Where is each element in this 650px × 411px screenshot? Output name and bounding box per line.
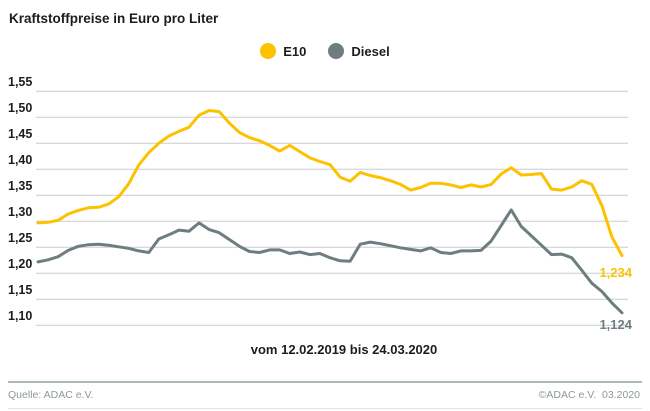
e10-color-dot-icon (260, 43, 277, 59)
legend-label-e10: E10 (283, 43, 307, 59)
y-tick-label: 1,50 (8, 101, 33, 116)
copyright-text: ©ADAC e.V. 03.2020 (538, 389, 640, 401)
y-tick-label: 1,30 (8, 205, 33, 220)
x-axis-label: vom 12.02.2019 bis 24.03.2020 (250, 342, 438, 357)
y-tick-label: 1,20 (8, 257, 33, 272)
e10-line (36, 109, 624, 258)
bottom-border (8, 408, 642, 409)
source-text: Quelle: ADAC e.V. (8, 389, 94, 401)
footer-divider (8, 381, 642, 383)
y-tick-label: 1,40 (8, 153, 33, 168)
page-title: Kraftstoffpreise in Euro pro Liter (9, 11, 219, 26)
y-tick-label: 1,45 (8, 127, 33, 142)
legend-label-diesel: Diesel (351, 43, 390, 59)
legend-item-diesel: Diesel (328, 43, 390, 59)
y-tick-label: 1,25 (8, 231, 33, 246)
y-tick-label: 1,10 (8, 309, 33, 324)
diesel-line (36, 208, 624, 315)
diesel-end-value-label: 1,124 (599, 317, 632, 332)
e10-end-value-label: 1,234 (599, 265, 632, 280)
y-tick-label: 1,55 (8, 75, 33, 90)
y-tick-label: 1,35 (8, 179, 33, 194)
legend-item-e10: E10 (260, 43, 306, 59)
legend: E10 Diesel (0, 43, 650, 59)
diesel-color-dot-icon (328, 43, 345, 59)
y-tick-label: 1,15 (8, 283, 33, 298)
gridlines (36, 90, 628, 326)
